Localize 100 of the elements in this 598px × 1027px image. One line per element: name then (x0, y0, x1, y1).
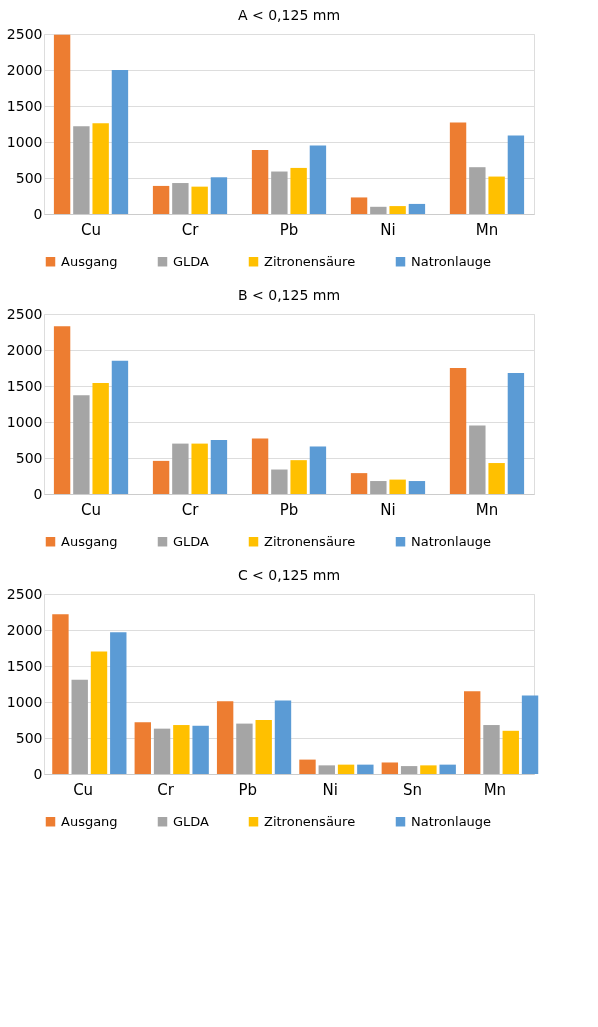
y-tick-label: 2000 (6, 621, 43, 638)
bar (469, 425, 486, 494)
legend-label: GLDA (173, 813, 210, 829)
legend-label: Natronlauge (411, 813, 492, 829)
bar (381, 762, 399, 774)
y-tick-label: 500 (15, 729, 43, 746)
x-tick-label: Mn (475, 500, 499, 519)
bar (488, 463, 505, 494)
legend-label: Ausgang (61, 253, 118, 269)
y-tick-label: 2500 (6, 25, 43, 42)
bar (73, 395, 90, 494)
bar (350, 473, 368, 494)
bar (408, 203, 426, 214)
bar (271, 469, 288, 494)
x-tick-label: Pb (279, 220, 299, 239)
y-tick-label: 0 (33, 205, 43, 222)
bar (134, 722, 151, 774)
y-tick-label: 1000 (6, 413, 43, 430)
x-tick-label: Cr (157, 780, 175, 799)
y-tick-label: 2500 (6, 585, 43, 602)
bar (309, 145, 327, 214)
legend-label: Ausgang (61, 813, 118, 829)
bar (111, 360, 129, 494)
bar (110, 632, 127, 774)
bar (192, 725, 209, 774)
bar (400, 766, 418, 774)
bar (483, 725, 500, 774)
bar (216, 701, 234, 774)
bar (408, 481, 426, 494)
bar (439, 764, 456, 774)
bar (90, 651, 108, 774)
x-tick-label: Cu (81, 500, 102, 519)
x-tick-label: Cr (181, 220, 200, 239)
y-tick-label: 0 (33, 765, 43, 782)
bar (507, 135, 525, 214)
x-tick-label: Sn (403, 780, 423, 799)
y-tick-label: 1500 (6, 657, 43, 674)
y-tick-label: 500 (15, 169, 43, 186)
legend-label: GLDA (173, 533, 210, 549)
bar (420, 765, 437, 774)
bar (73, 126, 90, 214)
bar (309, 446, 327, 494)
x-tick-label: Ni (380, 220, 396, 239)
bar (153, 728, 171, 774)
bar (370, 481, 387, 494)
bar (318, 765, 335, 774)
legend-label: Natronlauge (411, 253, 492, 269)
bar (172, 443, 189, 494)
y-tick-label: 1000 (6, 133, 43, 150)
y-tick-label: 2000 (6, 61, 43, 78)
bar (449, 368, 467, 494)
bar (290, 167, 307, 214)
bar (350, 197, 368, 214)
legend-label: Natronlauge (411, 533, 492, 549)
x-tick-label: Cr (181, 500, 200, 519)
bar (152, 185, 170, 214)
legend-label: Zitronensäure (264, 813, 356, 829)
y-tick-label: 500 (15, 449, 43, 466)
x-tick-label: Pb (279, 500, 299, 519)
x-tick-label: Pb (238, 780, 258, 799)
bar (251, 149, 269, 214)
legend-label: Zitronensäure (264, 533, 356, 549)
bar (152, 460, 170, 494)
bar (210, 177, 228, 214)
bar (53, 326, 71, 494)
x-tick-label: Ni (322, 780, 338, 799)
y-tick-label: 1500 (6, 97, 43, 114)
bar (502, 730, 519, 774)
chart-title: B < 0,125 mm (237, 287, 341, 303)
y-tick-label: 0 (33, 485, 43, 502)
bar (357, 764, 374, 774)
bar (52, 614, 69, 774)
bar (337, 764, 355, 774)
bar (53, 34, 71, 214)
bar (290, 460, 307, 494)
bar (464, 691, 481, 774)
bar (173, 725, 190, 774)
x-tick-label: Mn (475, 220, 499, 239)
bar (449, 122, 467, 214)
bar (111, 70, 129, 214)
bar (521, 695, 539, 774)
bar (271, 171, 288, 214)
bar (172, 183, 189, 214)
bar (92, 383, 109, 494)
bar (274, 700, 292, 774)
bar (71, 679, 88, 774)
bar (210, 440, 228, 494)
bar (370, 206, 387, 214)
y-tick-label: 1500 (6, 377, 43, 394)
bar (488, 176, 505, 214)
chart-title: A < 0,125 mm (237, 7, 341, 23)
bar (255, 720, 272, 774)
bar (389, 479, 406, 494)
chart-title: C < 0,125 mm (237, 567, 341, 583)
y-tick-label: 2500 (6, 305, 43, 322)
bar (191, 186, 208, 214)
bar (191, 443, 208, 494)
bar (507, 373, 525, 494)
y-tick-label: 1000 (6, 693, 43, 710)
bar (469, 167, 486, 214)
